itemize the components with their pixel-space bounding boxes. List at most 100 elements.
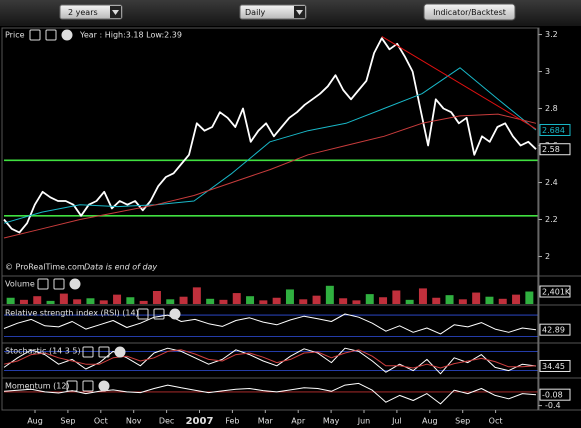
source-note: Data is end of day [84, 263, 157, 272]
panel-icon[interactable] [69, 278, 81, 290]
volume-bar [33, 296, 42, 304]
last-value: 2.58 [539, 143, 571, 156]
panel-icon[interactable] [82, 380, 94, 392]
x-tick-label: Mar [258, 417, 274, 426]
volume-bar [339, 298, 348, 304]
x-tick-label: Apr [291, 417, 306, 426]
indicator-button-text[interactable]: Indicator/Backtest [433, 8, 506, 17]
last-value-box [539, 143, 571, 156]
volume-bar [325, 285, 334, 304]
interval-text[interactable]: Daily [245, 8, 266, 17]
volume-bar [352, 300, 361, 304]
panel-title: Momentum (12) [5, 382, 70, 391]
period-text[interactable]: 2 years [68, 8, 98, 17]
x-tick-label: May [323, 417, 340, 426]
panel-title: Relative strength index (RSI) (14) [5, 309, 139, 318]
volume-bar [152, 291, 161, 304]
volume-bar [312, 295, 321, 304]
volume-bar [285, 289, 294, 304]
series-line [3, 113, 537, 239]
panel-icon[interactable] [29, 29, 41, 41]
panel-icon[interactable] [98, 346, 110, 358]
panel-icon[interactable] [53, 278, 65, 290]
panel-icon[interactable] [169, 308, 181, 320]
series-line [3, 382, 537, 405]
volume-bar [472, 292, 481, 304]
volume-bar [485, 296, 494, 304]
y-tick-label: 2 [545, 252, 550, 261]
indicator-button[interactable]: Indicator/Backtest [423, 3, 516, 21]
last-value: 2,401K [539, 285, 571, 298]
last-value-box [539, 323, 571, 336]
source-text: © ProRealTime.com [5, 263, 85, 272]
last-value-text: 2,401K [542, 288, 571, 297]
volume-bar [206, 298, 215, 304]
x-tick-label: Oct [94, 417, 108, 426]
volume-bar [525, 291, 534, 304]
volume-bar [432, 297, 441, 304]
volume-bar [259, 300, 268, 304]
x-tick-label: Sep [455, 417, 470, 426]
last-value-box [539, 285, 571, 298]
last-value: 2.684 [539, 123, 571, 136]
panel-title: Stochastic (14 3 5) [5, 347, 81, 356]
x-tick-label: Sep [60, 417, 75, 426]
volume-bar [113, 294, 122, 304]
volume-bar [19, 299, 28, 304]
volume-bar [99, 300, 108, 304]
y-tick-label: 3 [545, 67, 550, 76]
volume-bar [6, 297, 15, 304]
last-value-box [539, 123, 571, 136]
last-value-box [539, 388, 571, 401]
y-tick-label: 2.2 [545, 215, 558, 224]
y-tick-label: -0.4 [545, 401, 561, 410]
series-line [3, 347, 537, 375]
interval-select[interactable]: Daily [239, 4, 307, 20]
volume-bar [166, 299, 175, 304]
last-value-text: 2.58 [542, 145, 560, 154]
volume-bar [272, 297, 281, 304]
volume-bar [365, 294, 374, 304]
series-line [3, 37, 537, 234]
last-value-text: -0.08 [542, 391, 563, 400]
volume-bar [299, 299, 308, 304]
x-tick-label: Jul [391, 417, 402, 426]
volume-bar [232, 293, 241, 304]
last-value: 42.89 [539, 323, 571, 336]
panel-icon[interactable] [45, 29, 57, 41]
volume-bar [192, 287, 201, 304]
volume-bar [59, 293, 68, 304]
last-value-text: 42.89 [542, 326, 565, 335]
panel-title: Volume [5, 280, 35, 289]
x-tick-label: Aug [27, 417, 43, 426]
last-value: -0.08 [539, 388, 571, 401]
panel-icon[interactable] [61, 29, 73, 41]
volume-bar [379, 297, 388, 304]
panel-icon[interactable] [98, 380, 110, 392]
volume-bar [139, 300, 148, 304]
panel-icon[interactable] [37, 278, 49, 290]
series-line [3, 349, 537, 369]
x-tick-label: 2007 [186, 416, 214, 427]
volume-bar [73, 299, 82, 304]
volume-bar [219, 299, 228, 304]
last-value: 34.45 [539, 359, 571, 372]
last-value-text: 34.45 [542, 362, 565, 371]
y-tick-label: 2.8 [545, 104, 558, 113]
period-select[interactable]: 2 years [59, 4, 123, 20]
panel-icon[interactable] [114, 346, 126, 358]
panel-icon[interactable] [153, 308, 165, 320]
panel-icon[interactable] [66, 380, 78, 392]
x-tick-label: Jun [357, 417, 371, 426]
series-line [3, 67, 537, 224]
volume-bar [246, 296, 255, 304]
volume-bar [418, 288, 427, 304]
volume-bar [46, 300, 55, 304]
x-tick-label: Dec [159, 417, 174, 426]
x-tick-label: Aug [422, 417, 438, 426]
panel-icon[interactable] [82, 346, 94, 358]
x-tick-label: Nov [126, 417, 142, 426]
panel-icon[interactable] [137, 308, 149, 320]
y-tick-label: 3.2 [545, 30, 558, 39]
